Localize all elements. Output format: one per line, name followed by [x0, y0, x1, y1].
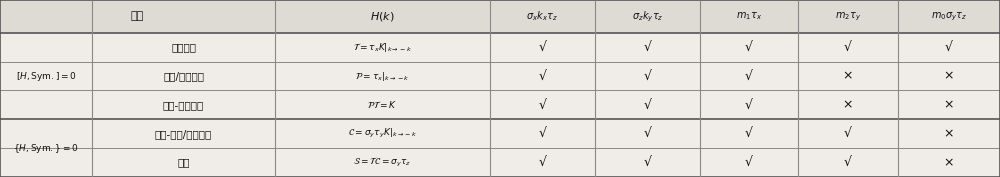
Text: $\sigma_z k_y \tau_z$: $\sigma_z k_y \tau_z$ — [632, 9, 663, 24]
Bar — [0, 90, 1000, 119]
Text: √: √ — [644, 70, 652, 82]
Text: ×: × — [843, 70, 853, 82]
Text: $m_1 \tau_x$: $m_1 \tau_x$ — [736, 10, 762, 22]
Text: √: √ — [745, 41, 753, 54]
Text: √: √ — [745, 156, 753, 169]
Text: √: √ — [644, 156, 652, 169]
Text: √: √ — [538, 70, 546, 82]
Text: ×: × — [944, 127, 954, 140]
Text: √: √ — [844, 41, 852, 54]
Bar — [0, 33, 1000, 62]
Text: √: √ — [538, 156, 546, 169]
Text: $m_2 \tau_y$: $m_2 \tau_y$ — [835, 10, 861, 23]
Text: $\mathcal{T}=\tau_x K|_{k\to -k}$: $\mathcal{T}=\tau_x K|_{k\to -k}$ — [353, 41, 412, 54]
Text: √: √ — [745, 127, 753, 140]
Text: 对称: 对称 — [131, 11, 144, 21]
Text: √: √ — [644, 41, 652, 54]
Text: $\{H,\mathrm{Sym.}\}=0$: $\{H,\mathrm{Sym.}\}=0$ — [13, 142, 79, 155]
Text: $H(k)$: $H(k)$ — [370, 10, 395, 23]
Text: $\sigma_x k_x \tau_z$: $\sigma_x k_x \tau_z$ — [526, 10, 559, 23]
Text: 空间-时间反演: 空间-时间反演 — [163, 100, 204, 110]
Text: √: √ — [538, 41, 546, 54]
Text: $\mathcal{S}=\mathcal{TC}=\sigma_y\tau_z$: $\mathcal{S}=\mathcal{TC}=\sigma_y\tau_z… — [353, 156, 412, 169]
Text: 时间反演: 时间反演 — [171, 42, 196, 52]
Text: $\mathcal{PT}=K$: $\mathcal{PT}=K$ — [367, 99, 398, 110]
Bar — [0, 119, 1000, 148]
Text: $m_0 \sigma_y \tau_z$: $m_0 \sigma_y \tau_z$ — [931, 10, 967, 23]
Text: ×: × — [944, 98, 954, 111]
Text: √: √ — [745, 98, 753, 111]
Text: √: √ — [644, 98, 652, 111]
Text: ×: × — [944, 156, 954, 169]
Text: √: √ — [538, 127, 546, 140]
Text: $\mathcal{C}=\sigma_y\tau_y K|_{k\to -k}$: $\mathcal{C}=\sigma_y\tau_y K|_{k\to -k}… — [348, 127, 417, 140]
Text: $[H,\mathrm{Sym.}]=0$: $[H,\mathrm{Sym.}]=0$ — [16, 70, 76, 82]
Text: ×: × — [843, 98, 853, 111]
Text: √: √ — [844, 156, 852, 169]
Text: √: √ — [844, 127, 852, 140]
Text: √: √ — [745, 70, 753, 82]
Bar — [0, 62, 1000, 90]
Text: 粒子-空穴/电荷共轭: 粒子-空穴/电荷共轭 — [155, 129, 212, 139]
Bar — [0, 148, 1000, 177]
Text: √: √ — [945, 41, 953, 54]
Text: 宇称/空间反演: 宇称/空间反演 — [163, 71, 204, 81]
Text: √: √ — [538, 98, 546, 111]
Text: ×: × — [944, 70, 954, 82]
Bar — [0, 0, 1000, 33]
Text: $\mathcal{P}=\tau_x|_{k\to -k}$: $\mathcal{P}=\tau_x|_{k\to -k}$ — [355, 70, 410, 82]
Text: 手性: 手性 — [177, 158, 190, 168]
Text: √: √ — [644, 127, 652, 140]
